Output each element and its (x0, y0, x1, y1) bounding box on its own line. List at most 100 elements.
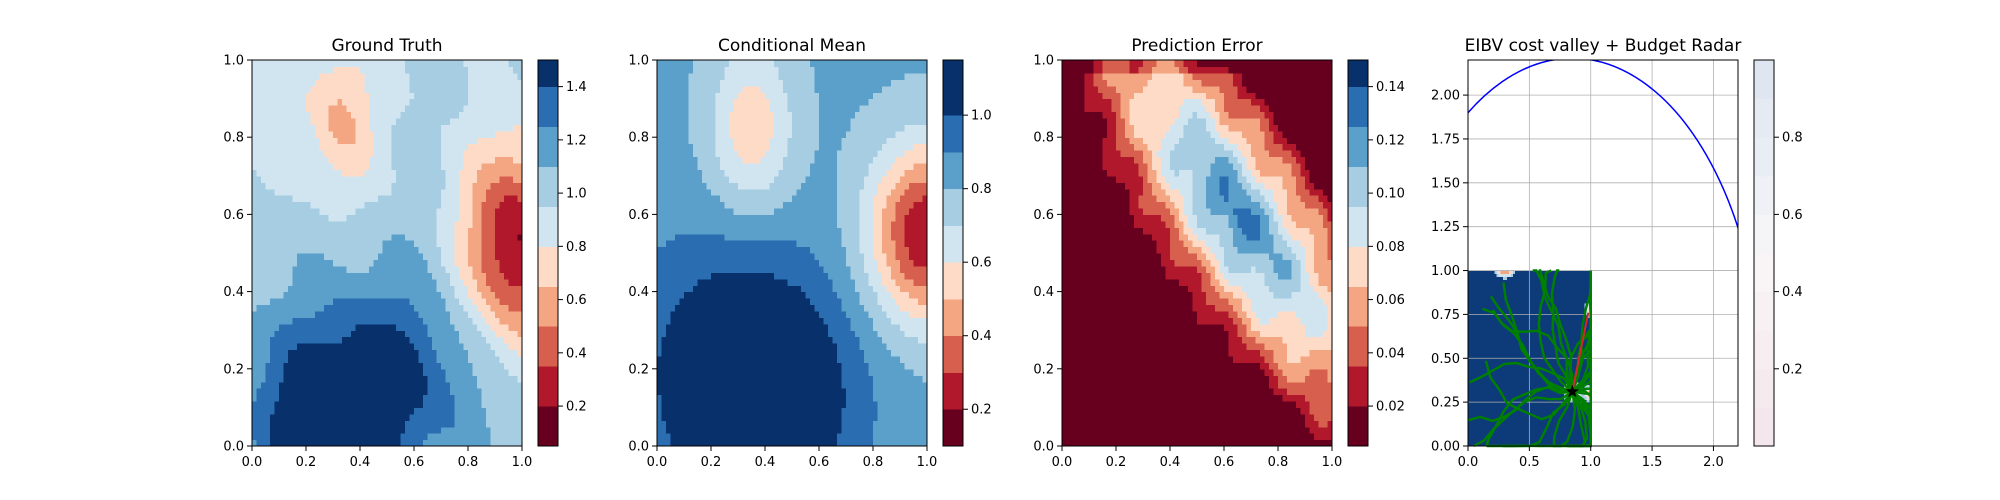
heatmap-cell (499, 388, 505, 396)
heatmap-cell (301, 79, 307, 87)
heatmap-cell (274, 143, 280, 151)
heatmap-cell (706, 201, 712, 209)
heatmap-cell (418, 188, 424, 196)
heatmap-cell (364, 259, 370, 267)
heatmap-cell (265, 349, 271, 357)
heatmap-cell (729, 336, 735, 344)
heatmap-cell (400, 156, 406, 164)
heatmap-cell (729, 253, 735, 261)
heatmap-cell (720, 195, 726, 203)
heatmap-cell (490, 66, 496, 74)
heatmap-cell (504, 349, 510, 357)
heatmap-cell (355, 207, 361, 215)
heatmap-cell (468, 60, 474, 68)
heatmap-cell (711, 117, 717, 125)
heatmap-cell (661, 85, 667, 93)
heatmap-cell (310, 240, 316, 248)
heatmap-cell (675, 92, 681, 100)
heatmap-cell (706, 137, 712, 145)
heatmap-cell (405, 85, 411, 93)
heatmap-cell (346, 375, 352, 383)
heatmap-cell (733, 298, 739, 306)
heatmap-cell (747, 143, 753, 151)
heatmap-cell (679, 407, 685, 415)
heatmap-cell (292, 375, 298, 383)
heatmap-cell (670, 66, 676, 74)
heatmap-cell (423, 420, 429, 428)
heatmap-cell (301, 214, 307, 222)
heatmap-cell (270, 220, 276, 228)
heatmap-cell (279, 79, 285, 87)
heatmap-cell (436, 388, 442, 396)
heatmap-cell (409, 349, 415, 357)
heatmap-cell (351, 246, 357, 254)
heatmap-cell (306, 388, 312, 396)
heatmap-cell (297, 407, 303, 415)
heatmap-cell (666, 207, 672, 215)
heatmap-cell (684, 201, 690, 209)
heatmap-cell (360, 278, 366, 286)
heatmap-cell (333, 182, 339, 190)
heatmap-cell (459, 375, 465, 383)
heatmap-cell (337, 259, 343, 267)
heatmap-cell (333, 349, 339, 357)
heatmap-cell (256, 330, 262, 338)
heatmap-cell (513, 60, 519, 68)
heatmap-cell (675, 413, 681, 421)
heatmap-cell (301, 130, 307, 138)
heatmap-cell (729, 92, 735, 100)
heatmap-cell (342, 169, 348, 177)
heatmap-cell (702, 66, 708, 74)
heatmap-cell (693, 291, 699, 299)
heatmap-cell (742, 413, 748, 421)
heatmap-field (252, 60, 523, 447)
heatmap-cell (517, 278, 523, 286)
x-tick-label: 1.0 (512, 455, 533, 470)
heatmap-cell (720, 407, 726, 415)
heatmap-cell (355, 182, 361, 190)
heatmap-cell (328, 175, 334, 183)
heatmap-cell (315, 246, 321, 254)
heatmap-cell (715, 85, 721, 93)
heatmap-cell (463, 201, 469, 209)
heatmap-cell (328, 195, 334, 203)
heatmap-cell (423, 182, 429, 190)
heatmap-cell (499, 175, 505, 183)
heatmap-cell (274, 349, 280, 357)
heatmap-cell (252, 330, 258, 338)
heatmap-cell (508, 117, 514, 125)
heatmap-cell (373, 188, 379, 196)
heatmap-cell (490, 323, 496, 331)
heatmap-cell (432, 175, 438, 183)
heatmap-cell (418, 362, 424, 370)
heatmap-cell (351, 426, 357, 434)
heatmap-cell (279, 156, 285, 164)
heatmap-cell (409, 253, 415, 261)
heatmap-cell (355, 175, 361, 183)
heatmap-cell (657, 272, 663, 280)
heatmap-cell (508, 388, 514, 396)
heatmap-cell (463, 227, 469, 235)
heatmap-cell (396, 388, 402, 396)
heatmap-cell (666, 381, 672, 389)
heatmap-cell (499, 265, 505, 273)
heatmap-cell (481, 253, 487, 261)
heatmap-cell (342, 433, 348, 441)
heatmap-cell (459, 233, 465, 241)
heatmap-cell (369, 413, 375, 421)
heatmap-cell (468, 246, 474, 254)
heatmap-cell (360, 92, 366, 100)
heatmap-cell (324, 156, 330, 164)
heatmap-cell (742, 162, 748, 170)
heatmap-cell (346, 124, 352, 132)
heatmap-cell (274, 433, 280, 441)
heatmap-cell (468, 227, 474, 235)
heatmap-cell (265, 285, 271, 293)
heatmap-cell (265, 265, 271, 273)
heatmap-cell (720, 317, 726, 325)
heatmap-cell (724, 137, 730, 145)
heatmap-cell (706, 124, 712, 132)
heatmap-cell (459, 291, 465, 299)
heatmap-cell (346, 407, 352, 415)
heatmap-cell (315, 66, 321, 74)
